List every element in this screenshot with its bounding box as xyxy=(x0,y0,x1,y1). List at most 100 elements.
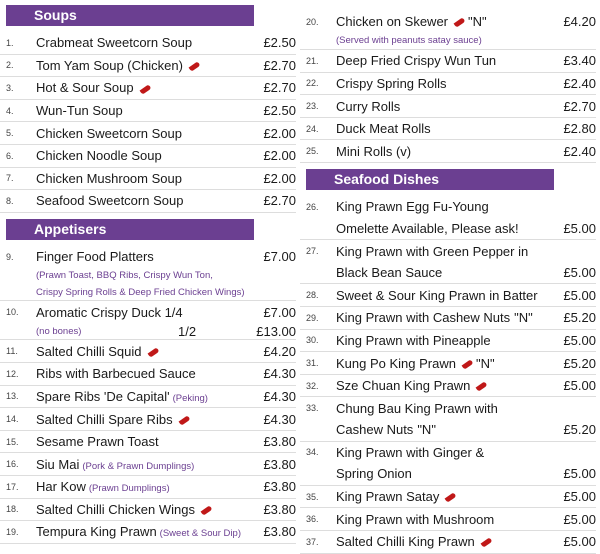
item-number: 20. xyxy=(306,16,319,27)
menu-item: 18. Salted Chilli Chicken Wings £3.80 xyxy=(0,499,296,522)
menu-item-line: 12. Ribs with Barbecued Sauce £4.30 xyxy=(0,363,296,385)
item-name: Cashew Nuts "N" xyxy=(336,422,548,437)
item-description: (Prawn Toast, BBQ Ribs, Crispy Wun Ton, xyxy=(36,270,213,282)
menu-item: 36. King Prawn with Mushroom £5.00 xyxy=(300,508,596,531)
item-number: 11. xyxy=(6,346,18,357)
item-name: Seafood Sweetcorn Soup xyxy=(36,193,248,208)
item-number: 31. xyxy=(306,358,319,369)
item-name-text: Ribs with Barbecued Sauce xyxy=(36,366,196,382)
item-name: King Prawn with Pineapple xyxy=(336,333,548,348)
menu-item-line: (Prawn Toast, BBQ Ribs, Crispy Wun Ton, xyxy=(0,267,296,284)
item-name-text: Cashew Nuts xyxy=(336,422,414,438)
item-name-text: Chicken Sweetcorn Soup xyxy=(36,125,182,141)
item-number: 7. xyxy=(6,173,14,184)
menu-item-line: 9. Finger Food Platters £7.00 xyxy=(0,246,296,268)
item-price: £5.00 xyxy=(563,534,596,550)
menu-item-line: 18. Salted Chilli Chicken Wings £3.80 xyxy=(0,499,296,521)
menu-item: 28. Sweet & Sour King Prawn in Batter £5.0… xyxy=(300,284,596,308)
item-price: £4.30 xyxy=(263,366,296,382)
item-price: £7.00 xyxy=(263,249,296,265)
item-number: 37. xyxy=(306,536,319,547)
menu-item: 11. Salted Chilli Squid £4.20 xyxy=(0,340,296,364)
nut-tag: "N" xyxy=(468,14,487,30)
item-number: 3. xyxy=(6,82,14,93)
item-number: 4. xyxy=(6,105,14,116)
menu-item: 8. Seafood Sweetcorn Soup £2.70 xyxy=(0,190,296,213)
item-description: (Served with peanuts satay sauce) xyxy=(336,35,482,47)
item-price: £4.30 xyxy=(263,411,296,427)
item-name: Ribs with Barbecued Sauce xyxy=(36,366,248,381)
menu-item-line: 7. Chicken Mushroom Soup £2.00 xyxy=(0,168,296,190)
item-name: Salted Chilli Chicken Wings xyxy=(36,502,248,517)
item-name-text: Salted Chilli Chicken Wings xyxy=(36,501,195,517)
menu-item-line: 32. Sze Chuan King Prawn £5.00 xyxy=(300,375,596,397)
menu-item-line: Cashew Nuts "N" £5.20 xyxy=(300,419,596,441)
item-price: £2.00 xyxy=(263,125,296,141)
chilli-icon xyxy=(147,347,159,358)
item-name-text: King Prawn Egg Fu-Young xyxy=(336,199,489,215)
section-header: Appetisers xyxy=(6,218,254,240)
item-name-text: Sweet & Sour King Prawn in Batter xyxy=(336,287,538,303)
item-name: Crispy Spring Rolls xyxy=(336,76,548,91)
item-number: 5. xyxy=(6,128,14,139)
item-name: (Prawn Toast, BBQ Ribs, Crispy Wun Ton, xyxy=(36,270,248,281)
item-name: Chicken Noodle Soup xyxy=(36,148,248,163)
item-name-text: Crabmeat Sweetcorn Soup xyxy=(36,35,193,51)
item-name-text: Spring Onion xyxy=(336,466,412,482)
menu-item-line: 20. Chicken on Skewer "N" £4.20 xyxy=(300,11,596,33)
menu-item: 4. Wun-Tun Soup £2.50 xyxy=(0,100,296,123)
item-number: 34. xyxy=(306,447,319,458)
menu-item-line: 24. Duck Meat Rolls £2.80 xyxy=(300,118,596,140)
menu-item: 16. Siu Mai (Pork & Prawn Dumplings) £3.80 xyxy=(0,453,296,476)
menu-item-line: (Served with peanuts satay sauce) xyxy=(300,33,596,50)
item-number: 24. xyxy=(306,123,319,134)
item-name: Duck Meat Rolls xyxy=(336,121,548,136)
menu-item-line: 11. Salted Chilli Squid £4.20 xyxy=(0,340,296,362)
chilli-icon xyxy=(178,414,191,426)
item-name: Kung Po King Prawn "N" xyxy=(336,356,548,371)
item-number: 2. xyxy=(6,60,14,71)
menu-item-line: 37. Salted Chilli King Prawn £5.00 xyxy=(300,531,596,553)
item-name-text: Wun-Tun Soup xyxy=(36,103,123,119)
menu-item: 25. Mini Rolls (v) £2.40 xyxy=(300,140,596,164)
item-name-text: Mini Rolls (v) xyxy=(336,143,412,159)
menu-item: 27. King Prawn with Green Pepper in Black … xyxy=(300,240,596,285)
menu-item: 30. King Prawn with Pineapple £5.00 xyxy=(300,330,596,353)
item-name: Siu Mai (Pork & Prawn Dumplings) xyxy=(36,457,248,472)
item-price: £5.00 xyxy=(563,287,596,303)
item-number: 36. xyxy=(306,514,319,525)
item-name: Curry Rolls xyxy=(336,99,548,114)
menu-item: 12. Ribs with Barbecued Sauce £4.30 xyxy=(0,363,296,386)
item-name: Spring Onion xyxy=(336,466,548,481)
menu-item: 10. Aromatic Crispy Duck 1/4 £7.00 (no bone… xyxy=(0,301,296,341)
item-number: 10. xyxy=(6,307,19,318)
item-name: King Prawn with Cashew Nuts "N" xyxy=(336,310,548,325)
menu-item: 6. Chicken Noodle Soup £2.00 xyxy=(0,145,296,168)
item-name: King Prawn Satay xyxy=(336,489,548,504)
item-price: £2.80 xyxy=(563,121,596,137)
item-price: £5.00 xyxy=(563,511,596,527)
portion-label: 1/2 xyxy=(178,323,197,339)
item-name-text: Black Bean Sauce xyxy=(336,265,443,281)
item-name: Crabmeat Sweetcorn Soup xyxy=(36,35,248,50)
menu-item-line: Black Bean Sauce £5.00 xyxy=(300,262,596,284)
menu-item: 24. Duck Meat Rolls £2.80 xyxy=(300,118,596,141)
item-name-text: Finger Food Platters xyxy=(36,249,154,265)
item-name: Sweet & Sour King Prawn in Batter xyxy=(336,288,548,303)
item-number: 19. xyxy=(6,526,19,537)
menu-item-line: Crispy Spring Rolls & Deep Fried Chicken… xyxy=(0,284,296,301)
item-number: 18. xyxy=(6,504,19,515)
item-name-text: Chung Bau King Prawn with xyxy=(336,400,498,416)
item-name-text: King Prawn with Mushroom xyxy=(336,511,495,527)
item-price: £2.70 xyxy=(263,193,296,209)
item-price: £5.00 xyxy=(563,466,596,482)
item-name-text: Sze Chuan King Prawn xyxy=(336,378,471,394)
chilli-icon xyxy=(200,505,213,516)
menu-item: 3. Hot & Sour Soup £2.70 xyxy=(0,77,296,100)
item-number: 9. xyxy=(6,251,14,262)
item-number: 28. xyxy=(306,290,319,301)
item-price: £2.70 xyxy=(263,57,296,73)
item-price: £5.00 xyxy=(563,489,596,505)
nut-tag: "N" xyxy=(417,422,436,438)
menu-item-line: 16. Siu Mai (Pork & Prawn Dumplings) £3.80 xyxy=(0,453,296,475)
